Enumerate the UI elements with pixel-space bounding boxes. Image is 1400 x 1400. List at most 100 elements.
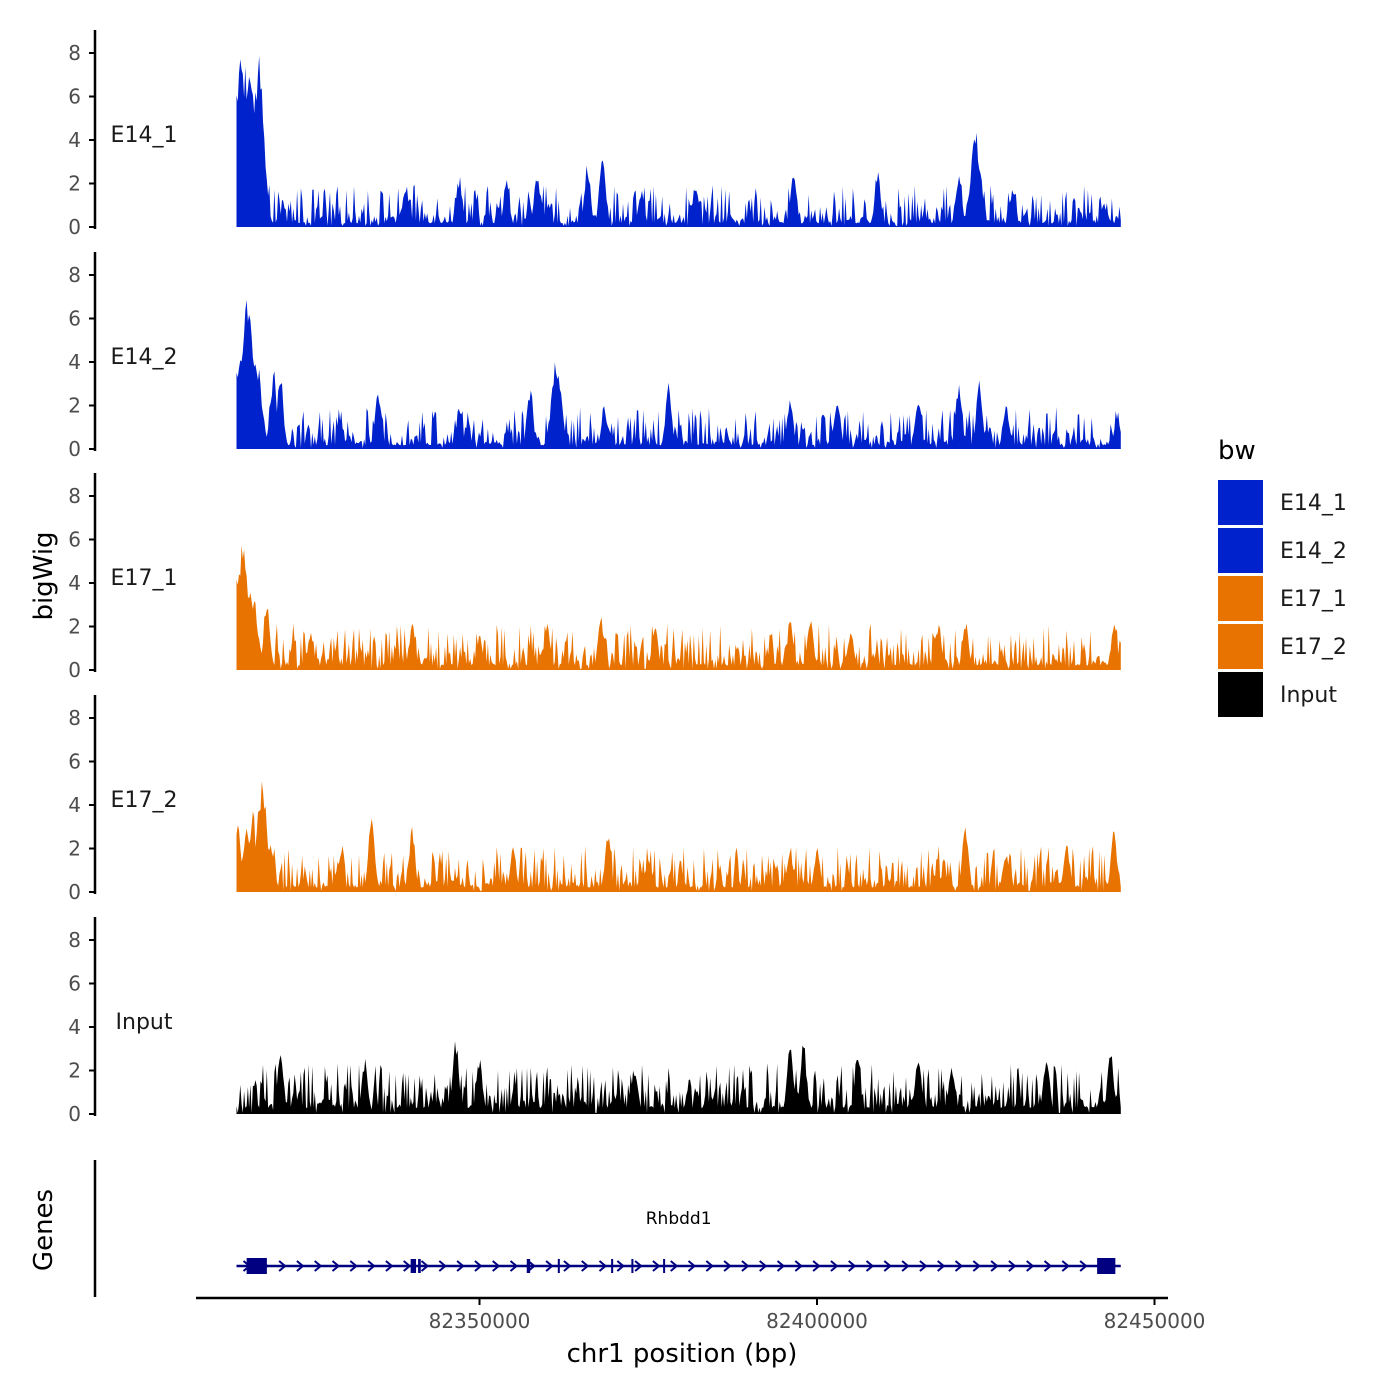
signal-area-E17_2	[236, 781, 1121, 892]
y-tick-label: 8	[68, 706, 81, 730]
strand-chevron	[563, 1260, 572, 1272]
y-tick-label: 0	[68, 1102, 81, 1126]
y-tick-label: 8	[68, 263, 81, 287]
legend-title: bw	[1218, 436, 1256, 466]
y-tick-label: 2	[68, 394, 81, 418]
strand-chevron	[616, 1260, 625, 1272]
x-axis: 82350000 82400000 82450000	[196, 1296, 1206, 1333]
y-tick-label: 6	[68, 750, 81, 774]
strand-chevron	[723, 1260, 732, 1272]
strand-chevron	[278, 1260, 287, 1272]
y-tick-label: 6	[68, 972, 81, 996]
y-tick-label: 2	[68, 1059, 81, 1083]
strand-chevron	[598, 1260, 608, 1272]
track-E17_1: 0 2 4 6 8 E17_1	[68, 473, 1121, 682]
y-tick-label: 0	[68, 437, 81, 461]
strand-chevron	[759, 1260, 768, 1272]
track-label: E14_2	[111, 345, 178, 370]
strand-chevron	[830, 1260, 839, 1272]
tracks-layer: 0 2 4 6 8 E14_1 0 2 4 6 8 E14_2 0 2 4 6 8 E17_1 0 2 4 6 8 E17_2…	[68, 30, 1121, 1126]
strand-chevron	[901, 1260, 910, 1272]
y-tick-label: 4	[68, 128, 81, 152]
gene-Rhbdd1: Rhbdd1	[236, 1209, 1121, 1274]
strand-chevron	[687, 1260, 697, 1272]
strand-chevron	[848, 1260, 857, 1272]
strand-chevron	[1026, 1260, 1035, 1272]
track-label: E17_1	[111, 566, 178, 591]
signal-area-Input	[236, 1041, 1121, 1114]
legend-swatch-E17_1	[1218, 576, 1263, 621]
strand-chevron	[296, 1260, 305, 1272]
gene-exon	[246, 1258, 267, 1274]
y-tick-label: 2	[68, 172, 81, 196]
strand-chevron	[314, 1260, 323, 1272]
track-E14_2: 0 2 4 6 8 E14_2	[68, 252, 1121, 461]
track-label: E17_2	[111, 788, 178, 813]
strand-chevron	[794, 1260, 803, 1272]
legend-swatch-E14_2	[1218, 528, 1263, 573]
x-axis-title: chr1 position (bp)	[567, 1339, 798, 1369]
y-tick-label: 8	[68, 928, 81, 952]
legend-swatch-E17_2	[1218, 624, 1263, 669]
track-label: Input	[116, 1010, 173, 1035]
legend-label: E17_1	[1280, 587, 1347, 612]
strand-chevron	[937, 1260, 946, 1272]
legend-label: E17_2	[1280, 635, 1347, 660]
legend-swatch-E14_1	[1218, 480, 1263, 525]
gene-exon	[526, 1259, 531, 1273]
genes-track: Genes Rhbdd1	[29, 1160, 1121, 1297]
track-Input: 0 2 4 6 8 Input	[68, 917, 1121, 1126]
signal-area-E17_1	[236, 545, 1121, 670]
legend-swatch-Input	[1218, 672, 1263, 717]
strand-chevron	[972, 1260, 981, 1272]
strand-chevron	[403, 1260, 412, 1272]
strand-chevron	[670, 1260, 679, 1272]
y-tick-label: 8	[68, 41, 81, 65]
legend-label: E14_1	[1280, 491, 1347, 516]
y-tick-label: 2	[68, 615, 81, 639]
strand-chevron	[527, 1260, 536, 1272]
strand-chevron	[509, 1260, 519, 1272]
x-tick-label: 82450000	[1104, 1309, 1206, 1333]
strand-chevron	[367, 1260, 376, 1272]
y-axis-title: bigWig	[29, 531, 59, 620]
strand-chevron	[865, 1260, 875, 1272]
gene-exon	[611, 1259, 614, 1273]
y-tick-label: 8	[68, 484, 81, 508]
track-label: E14_1	[111, 123, 178, 148]
track-E14_1: 0 2 4 6 8 E14_1	[68, 30, 1121, 239]
strand-chevron	[331, 1260, 341, 1272]
strand-chevron	[438, 1260, 447, 1272]
x-tick-label: 82350000	[429, 1309, 531, 1333]
y-tick-label: 4	[68, 1015, 81, 1039]
strand-chevron	[990, 1260, 999, 1272]
strand-chevron	[456, 1260, 465, 1272]
legend-label: Input	[1280, 683, 1337, 708]
strand-chevron	[349, 1260, 358, 1272]
strand-chevron	[954, 1260, 964, 1272]
strand-chevron	[474, 1260, 483, 1272]
gene-exon	[1097, 1258, 1116, 1274]
strand-chevron	[492, 1260, 501, 1272]
strand-chevron	[652, 1260, 661, 1272]
legend-label: E14_2	[1280, 539, 1347, 564]
y-tick-label: 0	[68, 658, 81, 682]
y-tick-label: 4	[68, 350, 81, 374]
track-E17_2: 0 2 4 6 8 E17_2	[68, 695, 1121, 904]
strand-chevron	[812, 1260, 821, 1272]
strand-chevron	[634, 1260, 643, 1272]
strand-chevron	[420, 1260, 430, 1272]
gene-exon	[557, 1259, 560, 1273]
signal-area-E14_1	[236, 55, 1121, 228]
y-tick-label: 6	[68, 85, 81, 109]
strand-chevron	[385, 1260, 394, 1272]
gene-exon	[418, 1259, 421, 1273]
strand-chevron	[581, 1260, 590, 1272]
x-tick-label: 82400000	[766, 1309, 868, 1333]
strand-chevron	[1008, 1260, 1017, 1272]
gene-name-label: Rhbdd1	[646, 1209, 712, 1229]
y-tick-label: 4	[68, 793, 81, 817]
signal-area-E14_2	[236, 299, 1121, 449]
genes-track-title: Genes	[29, 1189, 59, 1271]
